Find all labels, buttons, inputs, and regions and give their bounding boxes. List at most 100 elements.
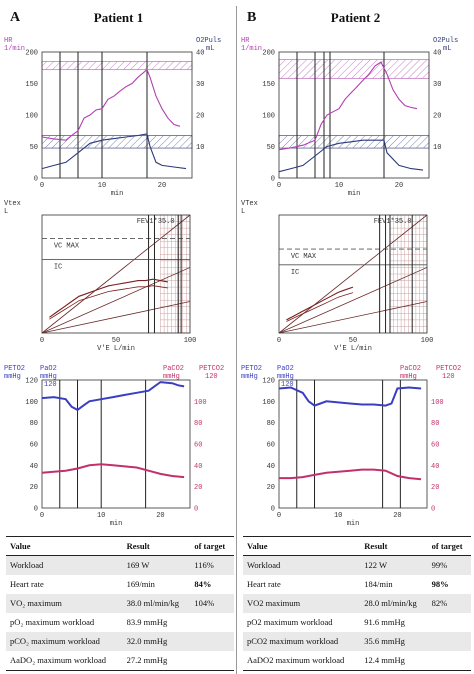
col-header-result: Result [122,536,191,556]
y-tick-label: 150 [262,81,275,89]
x-tick-label: 20 [395,182,403,190]
vc-max-label: VC MAX [54,243,80,251]
y-axis-label: VTex [241,200,258,208]
row-result: 91.6 mmHg [364,617,405,627]
panel-b: B Patient 2 HR 1/min O2Puls mL 200 150 100 50 0 4… [237,0,474,674]
y-tick-label: 0 [271,176,275,184]
y-axis-unit: L [4,208,8,216]
row-target [190,651,234,671]
y2-tick-label: 60 [431,442,439,450]
y2-tick-label: 30 [196,81,204,89]
vc-max-label: VC MAX [291,253,317,261]
row-target [190,632,234,651]
row-target: 116% [190,555,234,575]
gas-exchange-chart: PETO2mmHgPaO2mmHg120PaCO2mmHgPETCO212012… [4,365,224,528]
petco2-series-line [41,463,185,479]
row-label: pO2 maximum workload [247,617,333,627]
row-result: 184/min [364,579,393,589]
peto2-series-line [278,386,422,407]
y-axis-label: HR [4,37,13,45]
petco2-tick: 120 [442,373,455,381]
ic-label: IC [54,264,62,272]
row-label: Workload [243,555,361,575]
peto2-series-line [41,381,185,412]
x-tick-label: 20 [156,512,164,520]
row-target [427,632,471,651]
y-tick-label: 200 [262,50,275,58]
hr-target-band [41,61,193,71]
x-axis-label: min [348,190,361,195]
plot-frame [41,379,191,509]
y-axis-unit: L [241,208,245,216]
y2-tick-label: 10 [433,144,441,152]
y2-tick-label: 30 [433,81,441,89]
x-tick-label: 0 [40,337,44,345]
row-result: 83.9 mmHg [126,617,168,627]
table-row: Workload 122 W 99% [243,555,471,575]
reference-line [278,267,428,334]
y-tick-label: 60 [267,442,275,450]
row-result: 28.0 ml/min/kg [360,594,428,613]
row-label: pCO₂ maximum workload [6,632,123,651]
panel-title: Patient 2 [330,10,381,25]
y-tick-label: 100 [262,399,275,407]
y-tick-label: 20 [267,484,275,492]
y2-tick-label: 80 [431,420,439,428]
reference-line [278,301,428,334]
table-row: pO₂ maximum workload 83.9 mmHg [6,613,234,632]
y-tick-label: 50 [30,144,38,152]
pao2-unit: mmHg [40,373,57,381]
y-tick-label: 50 [267,144,275,152]
y-tick-label: 200 [25,50,38,58]
y2-tick-label: 60 [194,442,202,450]
y2-tick-label: 40 [433,50,441,58]
table-row: VO₂ maximum 38.0 ml/min/kg 104% [6,594,234,613]
col-header-target: of target [427,536,471,556]
pao2-tick: 120 [44,381,57,389]
y-axis-label: Vtex [4,200,21,208]
panel-letter: B [247,10,257,25]
table-row: pO2 maximum workload 91.6 mmHg [243,613,471,632]
y2-tick-label: 80 [194,420,202,428]
y2-tick-label: 0 [431,506,435,514]
y2-axis-unit: mL [443,45,451,53]
y2-tick-label: 40 [431,463,439,471]
row-target: 84% [194,579,212,589]
x-tick-label: 10 [98,182,106,190]
fev1-label: FEV1*35.0 [374,218,412,226]
reference-line [41,267,191,334]
x-tick-label: 100 [184,337,197,345]
y2-tick-label: 100 [194,399,207,407]
y-tick-label: 100 [25,399,38,407]
y-tick-label: 80 [267,420,275,428]
panel-letter: A [10,10,21,25]
panel-a: A Patient 1 HR 1/min O2Puls mL 200 150 100 50 0 4… [4,10,234,671]
x-tick-label: 0 [40,512,44,520]
y-axis-unit: 1/min [241,45,262,53]
table-row: Heart rate 184/min 98% [243,575,471,594]
y2-tick-label: 40 [196,50,204,58]
row-label: Heart rate [247,579,281,589]
row-label: Heart rate [10,579,44,589]
x-tick-label: 10 [335,182,343,190]
row-result: 32.0 mmHg [122,632,191,651]
col-header-value: Value [243,536,361,556]
panel-title: Patient 1 [93,10,144,25]
x-tick-label: 0 [277,337,281,345]
paco2-label: PaCO2 [400,365,421,373]
y2-tick-label: 0 [194,506,198,514]
table-row: pCO₂ maximum workload 32.0 mmHg [6,632,234,651]
row-label: AaDO2 maximum workload [243,651,361,671]
y2-tick-label: 20 [196,113,204,121]
pao2-label: PaO2 [40,365,57,373]
petco2-tick: 120 [205,373,218,381]
x-axis-label: min [110,520,123,528]
reference-line [41,301,191,334]
x-tick-label: 20 [393,512,401,520]
y-axis-label: PETO2 [241,365,262,373]
vtex-series-line [286,286,354,321]
table-row: Heart rate 169/min 84% [6,575,234,594]
row-label: VO₂ maximum [6,594,123,613]
